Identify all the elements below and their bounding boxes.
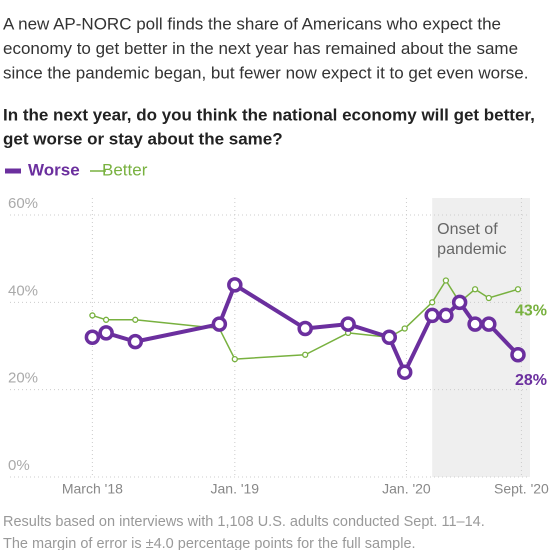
- point: [340, 316, 356, 332]
- x-tick-label: Jan. '19: [211, 481, 260, 497]
- value-label: 43%: [515, 302, 547, 319]
- y-tick-label: 40%: [8, 282, 38, 299]
- point: [89, 312, 96, 319]
- point: [127, 333, 144, 350]
- subtitle: economy to get better in the next year h…: [3, 39, 518, 58]
- point: [227, 277, 243, 293]
- value-label: 28%: [515, 372, 547, 389]
- legend-label: Better: [102, 160, 148, 179]
- y-tick-label: 0%: [8, 457, 30, 474]
- y-tick-label: 20%: [8, 370, 38, 387]
- x-tick-label: Jan. '20: [382, 481, 431, 497]
- point: [231, 355, 238, 363]
- subtitle: since the pandemic began, but fewer now …: [3, 63, 528, 82]
- point: [514, 286, 522, 293]
- annotation: pandemic: [437, 241, 506, 258]
- point: [132, 316, 139, 323]
- point: [451, 294, 468, 311]
- point: [381, 329, 398, 346]
- point: [429, 299, 436, 306]
- point: [211, 316, 228, 332]
- point: [481, 316, 497, 332]
- point: [510, 346, 526, 363]
- point: [396, 364, 413, 380]
- legend-label: Worse: [28, 160, 80, 179]
- point: [98, 325, 114, 341]
- annotation: Onset of: [437, 221, 498, 238]
- y-tick-label: 60%: [8, 195, 38, 212]
- point: [84, 329, 101, 346]
- x-tick-label: March '18: [62, 481, 123, 497]
- x-tick-label: Sept. '20: [494, 481, 549, 497]
- point: [102, 316, 110, 323]
- point: [438, 307, 454, 324]
- question: get worse or stay about the same?: [3, 129, 283, 148]
- point: [471, 286, 479, 293]
- question: In the next year, do you think the natio…: [3, 105, 535, 124]
- point: [424, 307, 440, 324]
- point: [467, 316, 483, 332]
- footer: The margin of error is ±4.0 percentage p…: [3, 536, 416, 550]
- footer: Results based on interviews with 1,108 U…: [3, 514, 485, 530]
- pandemic-shade: [432, 198, 530, 477]
- point: [485, 294, 492, 302]
- subtitle: A new AP-NORC poll finds the share of Am…: [3, 14, 501, 33]
- point: [442, 277, 450, 284]
- point: [401, 325, 408, 332]
- point: [297, 320, 313, 337]
- point: [302, 351, 309, 358]
